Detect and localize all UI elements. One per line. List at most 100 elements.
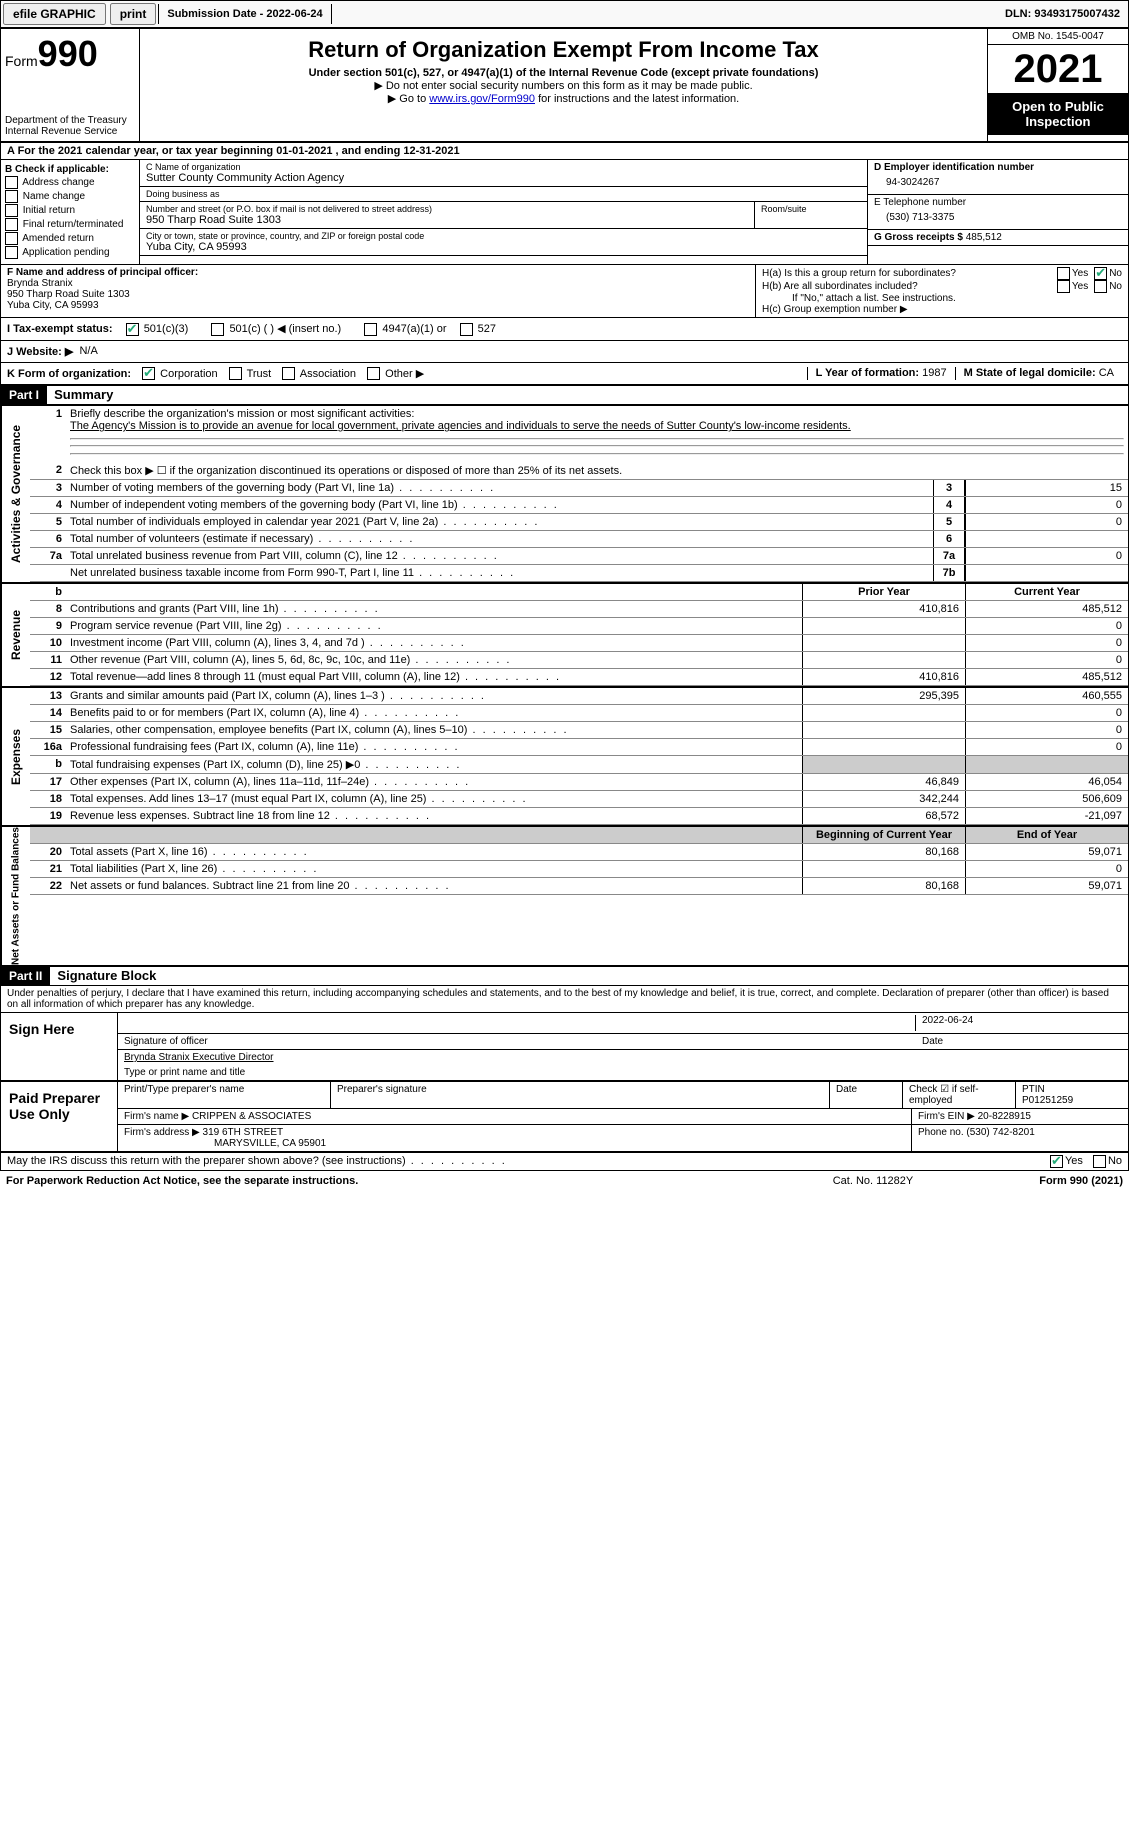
expenses-table: Expenses 13Grants and similar amounts pa… bbox=[0, 687, 1129, 826]
block-b: B Check if applicable: Address change Na… bbox=[1, 160, 140, 264]
chk-501c[interactable] bbox=[211, 323, 224, 336]
org-name-label: C Name of organization bbox=[146, 162, 861, 172]
table-row: 9Program service revenue (Part VIII, lin… bbox=[30, 618, 1128, 635]
chk-corporation[interactable] bbox=[142, 367, 155, 380]
revenue-table: Revenue b Prior Year Current Year 8Contr… bbox=[0, 583, 1129, 687]
may-irs-row: May the IRS discuss this return with the… bbox=[0, 1152, 1129, 1171]
prep-date-label: Date bbox=[830, 1082, 903, 1108]
table-row: 12Total revenue—add lines 8 through 11 (… bbox=[30, 669, 1128, 686]
chk-name-change[interactable] bbox=[5, 190, 18, 203]
check-self-employed: Check ☑ if self-employed bbox=[903, 1082, 1016, 1108]
ptin-label: PTIN bbox=[1022, 1084, 1045, 1095]
ha-no-label: No bbox=[1109, 268, 1122, 279]
chk-4947[interactable] bbox=[364, 323, 377, 336]
chk-application-pending[interactable] bbox=[5, 246, 18, 259]
hdr-current-year: Current Year bbox=[965, 584, 1128, 600]
tax-year: 2021 bbox=[988, 45, 1128, 93]
table-row: 7aTotal unrelated business revenue from … bbox=[30, 548, 1128, 565]
form-footer: Form 990 (2021) bbox=[973, 1175, 1123, 1187]
i-label: I Tax-exempt status: bbox=[7, 323, 113, 335]
table-row: 20Total assets (Part X, line 16)80,16859… bbox=[30, 844, 1128, 861]
chk-other[interactable] bbox=[367, 367, 380, 380]
sign-here-label: Sign Here bbox=[1, 1013, 118, 1080]
officer-addr2: Yuba City, CA 95993 bbox=[7, 300, 749, 311]
may-irs-yes[interactable] bbox=[1050, 1155, 1063, 1168]
j-value: N/A bbox=[79, 345, 97, 358]
form-title: Return of Organization Exempt From Incom… bbox=[144, 37, 983, 63]
opt-4947: 4947(a)(1) or bbox=[382, 323, 446, 335]
top-bar: efile GRAPHIC print Submission Date - 20… bbox=[0, 0, 1129, 28]
addr-label: Number and street (or P.O. box if mail i… bbox=[146, 204, 748, 214]
part2-header: Part II Signature Block bbox=[0, 966, 1129, 986]
efile-graphic-button[interactable]: efile GRAPHIC bbox=[3, 3, 106, 25]
opt-name-change: Name change bbox=[23, 191, 85, 202]
signature-block: Sign Here 2022-06-24 Signature of office… bbox=[0, 1012, 1129, 1081]
paid-preparer-label: Paid Preparer Use Only bbox=[1, 1082, 118, 1151]
chk-final-return[interactable] bbox=[5, 218, 18, 231]
hb-yes[interactable] bbox=[1057, 280, 1070, 293]
ha-yes[interactable] bbox=[1057, 267, 1070, 280]
m-label: M State of legal domicile: bbox=[964, 367, 1096, 379]
officer-name: Brynda Stranix bbox=[7, 278, 749, 289]
org-name: Sutter County Community Action Agency bbox=[146, 172, 861, 184]
table-row: 14Benefits paid to or for members (Part … bbox=[30, 705, 1128, 722]
may-irs-yes-label: Yes bbox=[1065, 1155, 1083, 1168]
block-d: D Employer identification number 94-3024… bbox=[867, 160, 1128, 264]
ha-no[interactable] bbox=[1094, 267, 1107, 280]
gross-value: 485,512 bbox=[966, 232, 1002, 243]
table-row: Net unrelated business taxable income fr… bbox=[30, 565, 1128, 582]
hb-no[interactable] bbox=[1094, 280, 1107, 293]
row-k: K Form of organization: Corporation Trus… bbox=[0, 363, 1129, 386]
note2-post: for instructions and the latest informat… bbox=[535, 93, 739, 105]
opt-501c: 501(c) ( ) ◀ (insert no.) bbox=[229, 323, 341, 335]
j-label: J Website: ▶ bbox=[7, 345, 73, 358]
chk-trust[interactable] bbox=[229, 367, 242, 380]
chk-address-change[interactable] bbox=[5, 176, 18, 189]
table-row: bTotal fundraising expenses (Part IX, co… bbox=[30, 756, 1128, 774]
ein-value: 94-3024267 bbox=[874, 173, 1122, 192]
part1-header: Part I Summary bbox=[0, 385, 1129, 405]
part1-label: Part I bbox=[1, 386, 47, 404]
table-row: 6Total number of volunteers (estimate if… bbox=[30, 531, 1128, 548]
submission-date: Submission Date - 2022-06-24 bbox=[158, 4, 331, 24]
chk-501c3[interactable] bbox=[126, 323, 139, 336]
chk-initial-return[interactable] bbox=[5, 204, 18, 217]
opt-other: Other ▶ bbox=[385, 368, 424, 380]
opt-amended-return: Amended return bbox=[22, 233, 94, 244]
table-row: 10Investment income (Part VIII, column (… bbox=[30, 635, 1128, 652]
firm-name-label: Firm's name ▶ bbox=[124, 1111, 189, 1122]
may-irs-no[interactable] bbox=[1093, 1155, 1106, 1168]
ha-label: H(a) Is this a group return for subordin… bbox=[762, 268, 1057, 279]
dba-label: Doing business as bbox=[146, 189, 861, 199]
opt-association: Association bbox=[300, 368, 356, 380]
chk-amended-return[interactable] bbox=[5, 232, 18, 245]
form-subtitle: Under section 501(c), 527, or 4947(a)(1)… bbox=[144, 67, 983, 79]
chk-527[interactable] bbox=[460, 323, 473, 336]
declaration-text: Under penalties of perjury, I declare th… bbox=[0, 986, 1129, 1012]
chk-association[interactable] bbox=[282, 367, 295, 380]
table-row: 19Revenue less expenses. Subtract line 1… bbox=[30, 808, 1128, 825]
irs-link[interactable]: www.irs.gov/Form990 bbox=[429, 93, 535, 105]
hdr-b: b bbox=[30, 584, 66, 600]
hb-note: If "No," attach a list. See instructions… bbox=[762, 293, 1122, 304]
footer: For Paperwork Reduction Act Notice, see … bbox=[0, 1171, 1129, 1191]
table-row: 13Grants and similar amounts paid (Part … bbox=[30, 688, 1128, 705]
dln-label: DLN: 93493175007432 bbox=[997, 4, 1128, 24]
opt-527: 527 bbox=[478, 323, 496, 335]
prep-sig-label: Preparer's signature bbox=[331, 1082, 830, 1108]
table-row: 3Number of voting members of the governi… bbox=[30, 480, 1128, 497]
may-irs-no-label: No bbox=[1108, 1155, 1122, 1168]
block-b-title: B Check if applicable: bbox=[5, 164, 135, 175]
preparer-block: Paid Preparer Use Only Print/Type prepar… bbox=[0, 1081, 1129, 1152]
website-row: J Website: ▶ N/A bbox=[0, 341, 1129, 363]
room-label: Room/suite bbox=[761, 204, 861, 214]
addr-value: 950 Tharp Road Suite 1303 bbox=[146, 214, 748, 226]
sig-name: Brynda Stranix Executive Director bbox=[124, 1052, 274, 1063]
q1-label: Briefly describe the organization's miss… bbox=[70, 408, 414, 420]
side-governance: Activities & Governance bbox=[1, 406, 30, 582]
omb-number: OMB No. 1545-0047 bbox=[988, 29, 1128, 45]
print-button[interactable]: print bbox=[110, 3, 157, 25]
tel-label: E Telephone number bbox=[874, 197, 1122, 208]
netassets-table: Net Assets or Fund Balances Beginning of… bbox=[0, 826, 1129, 966]
cat-no: Cat. No. 11282Y bbox=[773, 1175, 973, 1187]
